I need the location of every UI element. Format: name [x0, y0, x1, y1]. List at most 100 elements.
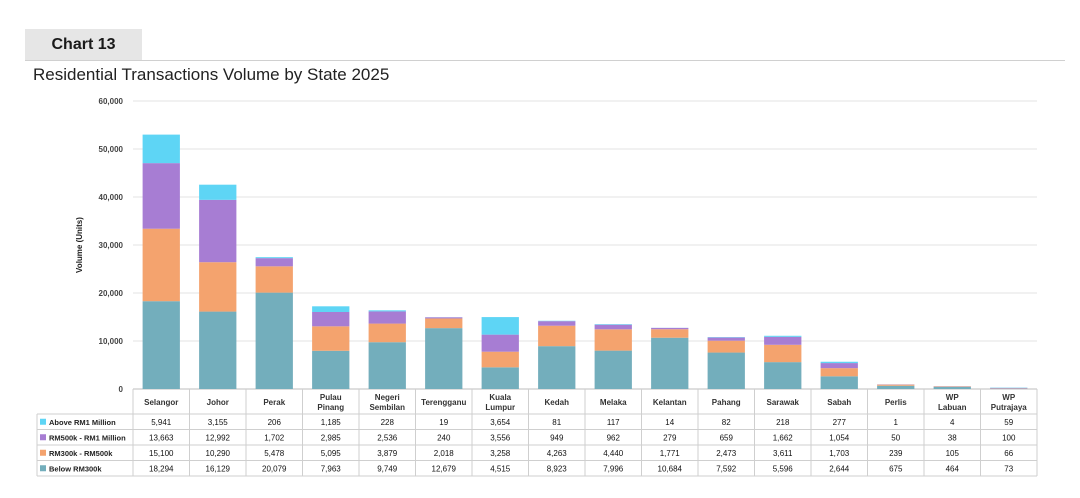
data-label: 464 — [946, 464, 960, 473]
y-tick-label: 10,000 — [99, 337, 124, 346]
bar-segment — [707, 340, 745, 353]
bar-segment — [142, 134, 180, 164]
category-label: Sabah — [827, 398, 851, 407]
data-label: 5,941 — [151, 418, 172, 427]
data-label: 1,703 — [829, 449, 850, 458]
data-label: 1,702 — [264, 433, 285, 442]
bar-segment — [255, 292, 293, 389]
data-label: 9,749 — [377, 464, 398, 473]
bar-segment — [481, 351, 519, 368]
y-tick-label: 50,000 — [99, 145, 124, 154]
bar-segment — [594, 324, 632, 325]
bar-segment — [651, 337, 689, 389]
data-label: 3,155 — [208, 418, 229, 427]
data-label: 218 — [776, 418, 790, 427]
bar-segment — [820, 376, 858, 389]
bar-segment — [707, 337, 745, 341]
bar-segment — [764, 362, 802, 389]
data-label: 962 — [607, 433, 621, 442]
data-label: 5,095 — [321, 449, 342, 458]
data-label: 117 — [607, 418, 620, 427]
data-label: 949 — [550, 433, 564, 442]
data-label: 7,996 — [603, 464, 624, 473]
y-tick-label: 20,000 — [99, 289, 124, 298]
data-label: 12,679 — [432, 464, 457, 473]
bar-segment — [368, 323, 406, 343]
category-label: Putrajaya — [991, 403, 1028, 412]
bar-segment — [594, 324, 632, 330]
bar-segment — [199, 262, 237, 312]
data-label: 7,963 — [321, 464, 342, 473]
bar-segment — [538, 325, 576, 347]
category-label: Sembilan — [369, 403, 405, 412]
data-label: 1 — [894, 418, 899, 427]
data-label: 73 — [1004, 464, 1013, 473]
bar-segment — [199, 199, 237, 263]
data-label: 3,611 — [773, 449, 793, 458]
bar-segment — [312, 306, 350, 312]
data-label: 659 — [720, 433, 734, 442]
bar-segment — [312, 326, 350, 351]
bar-segment — [481, 317, 519, 335]
data-label: 7,592 — [716, 464, 737, 473]
y-tick-label: 0 — [119, 385, 124, 394]
data-label: 2,536 — [377, 433, 398, 442]
data-label: 240 — [437, 433, 451, 442]
data-label: 279 — [663, 433, 677, 442]
bar-segment — [425, 328, 463, 389]
data-label: 13,663 — [149, 433, 174, 442]
category-label: Sarawak — [767, 398, 800, 407]
category-label: Melaka — [600, 398, 627, 407]
bar-segment — [594, 350, 632, 389]
bar-segment — [368, 342, 406, 389]
category-label: Labuan — [938, 403, 967, 412]
header-divider — [25, 60, 1065, 61]
data-label: 228 — [381, 418, 395, 427]
bar-segment — [707, 352, 745, 389]
category-label: Pahang — [712, 398, 741, 407]
bar-segment — [820, 361, 858, 364]
bar-segment — [820, 368, 858, 377]
bar-segment — [368, 310, 406, 312]
legend-swatch — [40, 465, 46, 472]
legend-label: Above RM1 Million — [49, 418, 116, 427]
legend-swatch — [40, 449, 46, 456]
y-axis-label: Volume (Units) — [75, 217, 84, 273]
bar-segment — [764, 336, 802, 345]
bar-segment — [538, 346, 576, 389]
bar-segment — [481, 334, 519, 352]
bar-segment — [764, 344, 802, 363]
bar-segment — [538, 321, 576, 326]
bar-segment — [425, 317, 463, 319]
data-label: 4 — [950, 418, 955, 427]
bar-segment — [312, 311, 350, 327]
bar-segment — [877, 384, 915, 386]
bar-segment — [255, 257, 293, 259]
bar-segment — [425, 318, 463, 329]
bar-segment — [820, 363, 858, 369]
data-label: 239 — [889, 449, 903, 458]
data-label: 20,079 — [262, 464, 287, 473]
category-label: Lumpur — [485, 403, 515, 412]
data-label: 1,662 — [773, 433, 794, 442]
category-label: WP — [1002, 393, 1016, 402]
bar-segment — [481, 367, 519, 389]
data-label: 5,596 — [773, 464, 794, 473]
category-label: Negeri — [375, 393, 400, 402]
category-label: Kelantan — [653, 398, 687, 407]
legend-swatch — [40, 434, 46, 441]
category-label: Pulau — [320, 393, 342, 402]
bar-segment — [142, 301, 180, 389]
data-label: 100 — [1002, 433, 1016, 442]
legend-label: Below RM300k — [49, 464, 102, 473]
data-label: 4,515 — [490, 464, 511, 473]
data-label: 4,440 — [603, 449, 624, 458]
category-label: Perlis — [885, 398, 907, 407]
data-label: 4,263 — [547, 449, 568, 458]
category-label: Perak — [263, 398, 285, 407]
legend-label: RM500k - RM1 Million — [49, 433, 126, 442]
category-label: Selangor — [144, 398, 178, 407]
chart-title: Residential Transactions Volume by State… — [33, 65, 390, 84]
y-tick-label: 60,000 — [99, 97, 124, 106]
